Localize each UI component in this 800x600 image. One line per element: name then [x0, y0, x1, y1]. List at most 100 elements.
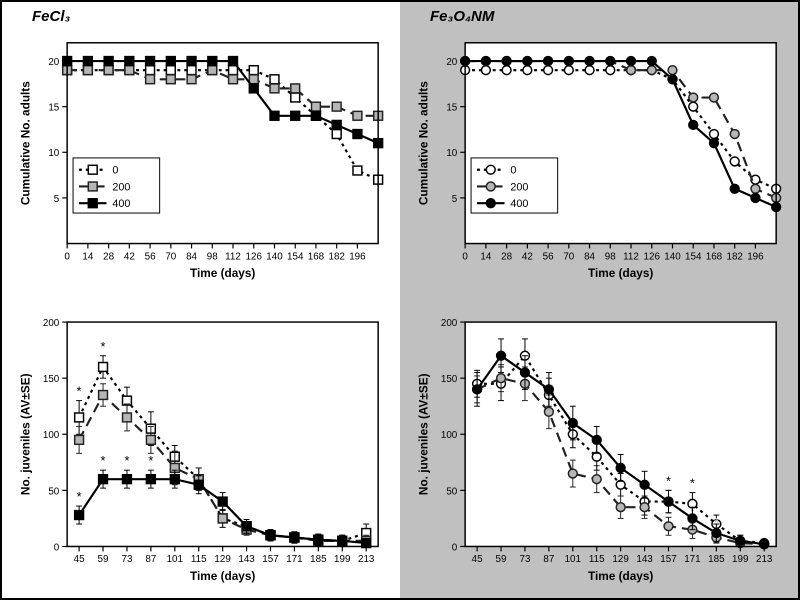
svg-text:*: *: [101, 453, 106, 468]
svg-text:200: 200: [43, 318, 60, 329]
x-axis-label: Time (days): [190, 266, 255, 280]
svg-text:171: 171: [684, 554, 700, 565]
y-axis-label: No. juveniles (AV±SE): [19, 373, 33, 495]
svg-text:213: 213: [756, 554, 773, 565]
svg-text:*: *: [77, 489, 82, 504]
svg-text:50: 50: [446, 486, 457, 497]
svg-text:154: 154: [287, 251, 304, 262]
svg-text:87: 87: [145, 554, 156, 565]
svg-text:143: 143: [636, 554, 653, 565]
svg-text:15: 15: [48, 103, 59, 114]
svg-text:200: 200: [112, 181, 130, 193]
svg-text:*: *: [148, 453, 153, 468]
panel-title: Fe₃O₄NM: [430, 8, 494, 25]
x-axis-label: Time (days): [190, 569, 255, 583]
svg-text:126: 126: [246, 251, 263, 262]
svg-text:14: 14: [480, 251, 491, 262]
x-axis-label: Time (days): [588, 569, 653, 583]
svg-text:10: 10: [48, 148, 59, 159]
svg-text:112: 112: [225, 251, 241, 262]
svg-text:0: 0: [510, 165, 516, 177]
svg-text:42: 42: [522, 251, 533, 262]
y-axis-label: No. juveniles (AV±SE): [417, 373, 431, 495]
svg-text:100: 100: [43, 430, 60, 441]
svg-text:140: 140: [664, 251, 681, 262]
panel-title: FeCl₃: [32, 8, 70, 25]
svg-text:*: *: [77, 384, 82, 399]
svg-text:59: 59: [496, 554, 507, 565]
svg-text:199: 199: [732, 554, 748, 565]
x-axis-label: Time (days): [588, 266, 653, 280]
svg-text:84: 84: [584, 251, 595, 262]
svg-text:196: 196: [349, 251, 366, 262]
svg-text:5: 5: [54, 194, 60, 205]
svg-text:140: 140: [266, 251, 283, 262]
svg-text:100: 100: [441, 430, 458, 441]
right-column: Fe₃O₄NM 0 14 28 42 56 70 84 98 112 126140 154 168182…: [400, 2, 798, 598]
chart-svg: 0142842567084981121261401541681821965101…: [412, 10, 786, 296]
svg-text:*: *: [666, 473, 671, 488]
svg-text:143: 143: [238, 554, 255, 565]
left-column: FeCl₃ 0 14 28 42 56 70 84 98 112 126140 154 168182 19…: [2, 2, 400, 598]
svg-text:101: 101: [565, 554, 581, 565]
svg-text:157: 157: [660, 554, 676, 565]
svg-text:14: 14: [82, 251, 93, 262]
svg-text:213: 213: [358, 554, 375, 565]
svg-text:200: 200: [510, 181, 528, 193]
svg-text:0: 0: [54, 542, 60, 553]
svg-text:87: 87: [543, 554, 554, 565]
panel-fecl3-adults: FeCl₃01428425670849811212614015416818219…: [2, 2, 400, 300]
svg-text:115: 115: [191, 554, 207, 565]
svg-text:98: 98: [207, 251, 218, 262]
svg-text:73: 73: [519, 554, 530, 565]
svg-text:150: 150: [441, 374, 458, 385]
svg-text:182: 182: [328, 251, 344, 262]
svg-text:59: 59: [98, 554, 109, 565]
svg-text:200: 200: [441, 318, 458, 329]
svg-text:129: 129: [214, 554, 230, 565]
svg-text:196: 196: [747, 251, 764, 262]
figure-frame: FeCl₃01428425670849811212614015416818219…: [0, 0, 800, 600]
svg-text:20: 20: [48, 57, 59, 68]
svg-text:45: 45: [472, 554, 483, 565]
svg-text:0: 0: [452, 542, 458, 553]
svg-text:112: 112: [623, 251, 639, 262]
svg-text:400: 400: [112, 198, 130, 210]
svg-text:*: *: [124, 453, 129, 468]
svg-text:*: *: [690, 476, 695, 491]
chart-svg: 0142842567084981121261401541681821965101…: [14, 10, 388, 296]
y-axis-label: Cumulative No. adults: [19, 81, 33, 205]
svg-text:42: 42: [124, 251, 135, 262]
svg-text:70: 70: [563, 251, 574, 262]
svg-text:199: 199: [334, 554, 350, 565]
svg-text:28: 28: [501, 251, 512, 262]
svg-text:28: 28: [103, 251, 114, 262]
svg-text:168: 168: [308, 251, 325, 262]
svg-text:56: 56: [543, 251, 554, 262]
svg-text:168: 168: [706, 251, 723, 262]
chart-svg: ****455973871011151291431571711851992130…: [412, 308, 786, 594]
svg-text:126: 126: [644, 251, 661, 262]
svg-text:185: 185: [708, 554, 725, 565]
chart-svg: ******4559738710111512914315717118519921…: [14, 308, 388, 594]
svg-text:154: 154: [685, 251, 702, 262]
svg-text:98: 98: [605, 251, 616, 262]
svg-text:56: 56: [145, 251, 156, 262]
svg-text:45: 45: [74, 554, 85, 565]
svg-text:150: 150: [43, 374, 60, 385]
panel-fecl3-juveniles: ******4559738710111512914315717118519921…: [2, 300, 400, 598]
svg-text:15: 15: [446, 103, 457, 114]
svg-text:0: 0: [462, 251, 468, 262]
svg-text:115: 115: [589, 554, 605, 565]
svg-text:70: 70: [165, 251, 176, 262]
svg-text:10: 10: [446, 148, 457, 159]
svg-text:182: 182: [726, 251, 742, 262]
svg-text:20: 20: [446, 57, 457, 68]
svg-text:50: 50: [48, 486, 59, 497]
svg-text:101: 101: [167, 554, 183, 565]
svg-text:171: 171: [286, 554, 302, 565]
svg-text:*: *: [101, 339, 106, 354]
y-axis-label: Cumulative No. adults: [417, 81, 431, 205]
svg-text:84: 84: [186, 251, 197, 262]
svg-text:129: 129: [612, 554, 628, 565]
